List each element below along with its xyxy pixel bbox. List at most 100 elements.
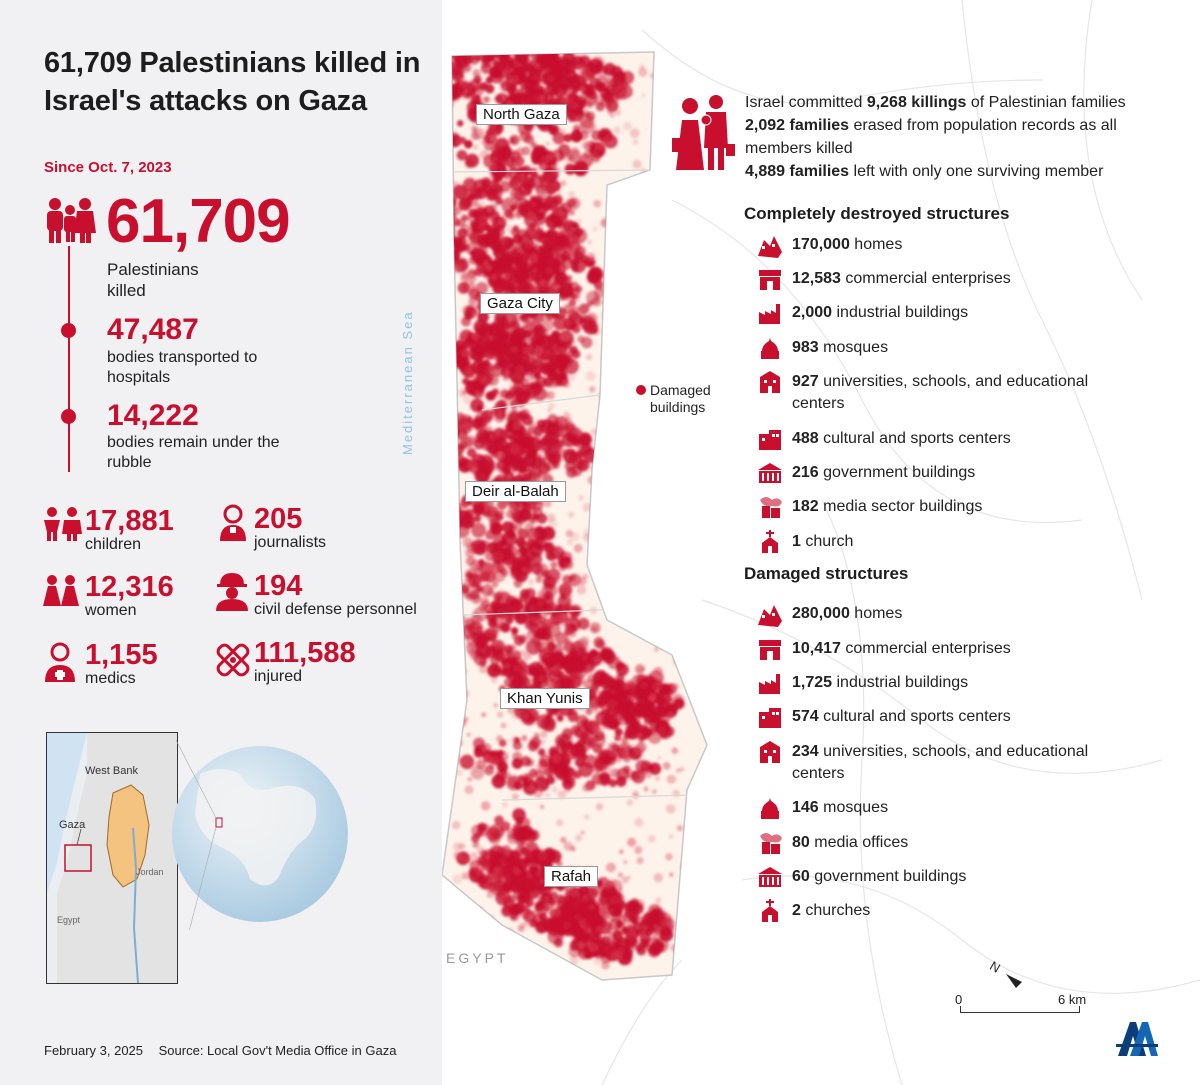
- damage-dot: [608, 507, 614, 513]
- damage-dot: [581, 951, 586, 956]
- damage-dot: [589, 152, 600, 162]
- damage-dot: [629, 443, 639, 453]
- damage-dot: [488, 162, 498, 172]
- destroyed-row-text: 12,583 commercial enterprises: [792, 270, 1011, 287]
- killed-count: 61,709: [106, 187, 291, 256]
- damage-dot: [498, 892, 507, 901]
- damage-dot: [509, 904, 522, 916]
- inset-label-egypt: Egypt: [57, 915, 81, 925]
- damage-dot: [504, 663, 510, 669]
- damage-dot: [516, 894, 526, 904]
- damage-dot: [585, 111, 596, 121]
- damage-dot: [519, 921, 526, 929]
- damage-dot: [484, 140, 495, 152]
- damage-dot: [518, 411, 528, 421]
- damage-dot: [520, 547, 537, 564]
- damage-dot: [535, 640, 548, 653]
- damage-dot: [491, 774, 506, 789]
- damage-dot: [569, 889, 578, 898]
- damage-dot: [527, 740, 539, 752]
- damage-dot: [617, 872, 624, 878]
- damage-dot: [653, 646, 660, 652]
- damage-dot: [521, 735, 528, 742]
- damage-dot: [662, 762, 671, 770]
- damage-dot: [537, 590, 545, 599]
- damage-dot: [559, 347, 565, 353]
- damage-dot: [639, 64, 645, 71]
- damage-dot: [605, 883, 613, 891]
- damage-dot: [563, 580, 573, 591]
- damage-dot: [461, 496, 467, 502]
- damage-dot: [567, 754, 572, 759]
- damage-dot: [506, 36, 517, 47]
- damage-dot: [602, 764, 612, 773]
- damage-dot: [488, 832, 501, 845]
- damage-dot: [463, 578, 473, 588]
- damage-dot: [527, 578, 535, 586]
- damage-dot: [617, 529, 626, 539]
- sea-label: Mediterranean Sea: [400, 310, 415, 455]
- factory-icon: [759, 674, 780, 694]
- damage-dot: [592, 705, 599, 713]
- damage-dot: [507, 872, 518, 883]
- destroyed-row-text: 170,000 homes: [792, 236, 903, 253]
- damage-dot: [570, 612, 579, 621]
- damage-dot: [564, 163, 576, 175]
- damage-dot: [542, 651, 558, 668]
- damage-dot: [461, 316, 471, 327]
- damage-dot: [561, 709, 568, 716]
- damage-dot: [487, 852, 497, 862]
- damage-dot: [461, 238, 467, 244]
- damage-dot: [595, 910, 609, 924]
- damage-dot: [591, 690, 599, 698]
- damage-dot: [487, 541, 500, 554]
- damage-dot: [508, 381, 518, 391]
- damage-dot: [496, 390, 506, 400]
- damage-dot: [525, 865, 535, 876]
- damage-dot: [578, 918, 587, 927]
- damage-dot: [461, 52, 474, 53]
- damage-dot: [504, 35, 517, 48]
- timeline-line: [68, 246, 70, 472]
- damage-dot: [669, 323, 679, 333]
- damage-dot: [498, 358, 511, 371]
- damage-dot: [513, 61, 521, 68]
- damage-dot: [517, 462, 528, 473]
- damage-dot: [442, 438, 458, 455]
- damage-dot: [593, 956, 602, 965]
- damage-dot: [460, 92, 467, 100]
- damage-dot: [660, 139, 668, 147]
- damage-dot: [448, 534, 459, 545]
- footer-source: Source: Local Gov't Media Office in Gaza: [158, 1043, 397, 1058]
- damage-dot: [471, 304, 482, 315]
- damage-dot: [566, 741, 574, 749]
- damage-dot: [532, 472, 537, 478]
- damage-dot: [614, 728, 623, 737]
- damage-dot: [548, 183, 556, 192]
- damage-dot: [563, 303, 574, 314]
- damage-dot: [646, 263, 651, 268]
- damage-dot: [473, 737, 485, 750]
- damage-dot: [586, 252, 596, 262]
- damage-dot: [529, 166, 538, 175]
- damage-dot: [475, 641, 484, 650]
- damage-dot: [483, 96, 490, 103]
- destroyed-row-text: 216 government buildings: [792, 464, 976, 481]
- damage-dot: [580, 830, 585, 835]
- damage-dot: [583, 84, 594, 95]
- damage-dot: [450, 227, 457, 234]
- damage-dot: [455, 52, 462, 55]
- damage-dot: [579, 886, 595, 901]
- damage-dot: [644, 417, 649, 422]
- damage-dot: [483, 627, 498, 642]
- damage-dot: [673, 246, 680, 253]
- damage-dot: [490, 52, 501, 56]
- damage-dot: [502, 219, 508, 224]
- damage-dot: [634, 231, 644, 241]
- damage-dot: [688, 237, 695, 244]
- damage-dot: [498, 52, 511, 65]
- damage-dot: [577, 64, 587, 74]
- damage-dot: [483, 184, 494, 195]
- damage-dot: [621, 749, 628, 757]
- damage-dot: [503, 772, 511, 780]
